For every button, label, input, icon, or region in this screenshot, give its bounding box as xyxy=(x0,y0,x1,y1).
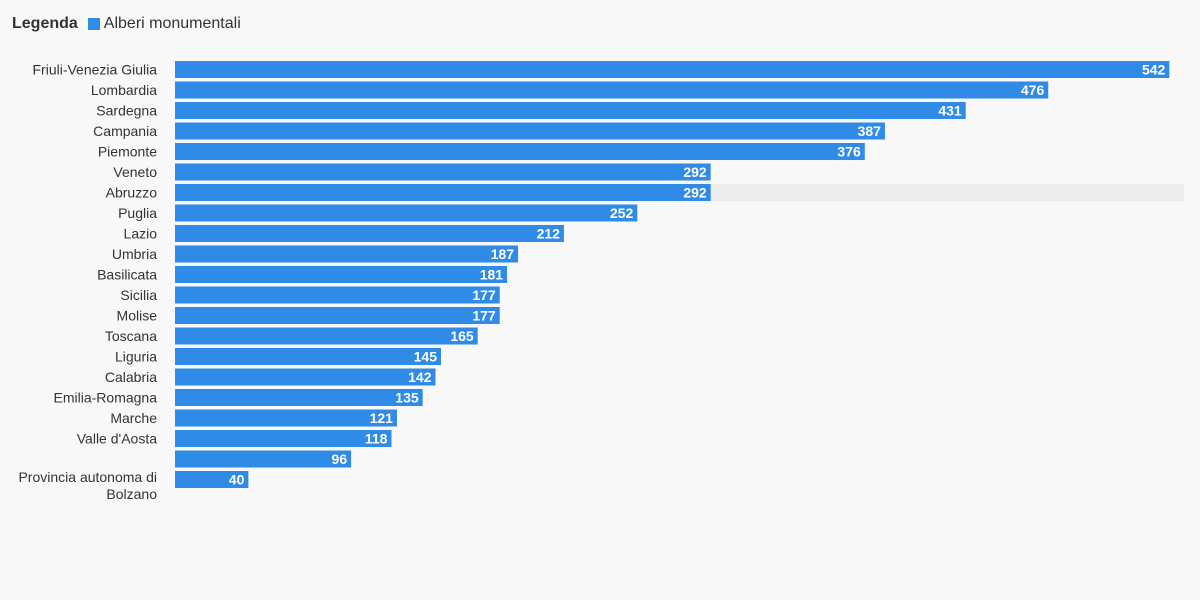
bar-value-label: 177 xyxy=(472,287,496,303)
legend-swatch xyxy=(87,18,100,30)
bar-value-label: 181 xyxy=(480,267,504,283)
bar[interactable] xyxy=(175,450,352,468)
bar[interactable] xyxy=(175,286,500,304)
bar-row[interactable]: 252 Puglia xyxy=(118,204,638,222)
bar-row[interactable]: 387 Campania xyxy=(93,122,885,140)
bar[interactable] xyxy=(175,266,508,283)
bar[interactable] xyxy=(175,389,423,406)
bar[interactable] xyxy=(175,327,478,345)
bar[interactable] xyxy=(175,81,1049,99)
bar[interactable] xyxy=(175,348,442,365)
category-label: Abruzzo xyxy=(106,185,158,201)
bar-value-label: 96 xyxy=(332,451,348,467)
bar[interactable] xyxy=(175,204,638,222)
bar[interactable] xyxy=(175,102,966,119)
bar-row[interactable]: 212 Lazio xyxy=(124,225,564,242)
category-label: Provincia autonoma di Bolzano xyxy=(18,469,157,502)
bar-row[interactable]: 121 Marche xyxy=(110,409,397,427)
category-label: Piemonte xyxy=(98,144,157,160)
bar-value-label: 376 xyxy=(837,144,861,160)
bar[interactable] xyxy=(175,307,500,324)
category-label: Toscana xyxy=(105,328,157,344)
category-label: Friuli-Venezia Giulia xyxy=(33,62,158,78)
bar-row[interactable]: 96 xyxy=(175,450,352,468)
bar-row[interactable]: 292 Veneto xyxy=(113,163,711,181)
bar[interactable] xyxy=(175,122,885,140)
bar[interactable] xyxy=(175,61,1170,78)
bar[interactable] xyxy=(175,471,249,488)
bar[interactable] xyxy=(175,245,519,263)
category-label: Basilicata xyxy=(97,267,157,283)
category-label: Umbria xyxy=(112,246,157,262)
bar[interactable] xyxy=(175,368,436,386)
bar[interactable] xyxy=(175,163,711,181)
bar-value-label: 145 xyxy=(414,349,438,365)
bar-value-label: 142 xyxy=(408,369,432,385)
bar-row[interactable]: 40 Provincia autonoma di Bolzano xyxy=(18,469,249,502)
bar-row[interactable]: 542 Friuli-Venezia Giulia xyxy=(33,61,1170,78)
bar-value-label: 40 xyxy=(229,472,245,488)
bar-row[interactable]: 142 Calabria xyxy=(105,368,436,386)
category-label: Marche xyxy=(110,410,157,426)
bar-value-label: 542 xyxy=(1142,62,1166,78)
bar-row[interactable]: 177 Sicilia xyxy=(120,286,500,304)
bar[interactable] xyxy=(175,409,397,427)
bar-value-label: 118 xyxy=(365,431,388,447)
bar[interactable] xyxy=(175,143,865,160)
bar-value-label: 476 xyxy=(1021,82,1045,98)
category-label: Molise xyxy=(117,308,158,324)
bar-row[interactable]: 376 Piemonte xyxy=(98,143,865,160)
bar-row[interactable]: 187 Umbria xyxy=(112,245,519,263)
bar-row[interactable]: 135 Emilia-Romagna xyxy=(54,389,423,406)
category-label: Valle d'Aosta xyxy=(77,431,157,447)
bar-value-label: 165 xyxy=(450,328,474,344)
legend-title: Legenda xyxy=(12,15,78,32)
bar-value-label: 387 xyxy=(858,123,882,139)
category-label: Lombardia xyxy=(91,82,157,98)
legend: Legenda Alberi monumentali xyxy=(12,14,241,34)
bar-value-label: 135 xyxy=(395,390,419,406)
bar-value-label: 187 xyxy=(491,246,515,262)
bar-value-label: 292 xyxy=(683,185,707,201)
category-label: Sardegna xyxy=(96,103,157,119)
bar[interactable] xyxy=(175,184,711,201)
legend-series-label[interactable]: Alberi monumentali xyxy=(103,15,241,32)
bar-row[interactable]: 145 Liguria xyxy=(115,348,442,365)
category-label: Puglia xyxy=(118,205,157,221)
bar-value-label: 292 xyxy=(683,164,707,180)
category-label: Lazio xyxy=(124,226,158,242)
bar[interactable] xyxy=(175,225,564,242)
category-label: Liguria xyxy=(115,349,157,365)
category-label: Sicilia xyxy=(120,287,157,303)
bar-value-label: 252 xyxy=(610,205,634,221)
category-label: Calabria xyxy=(105,369,157,385)
category-label: Emilia-Romagna xyxy=(54,390,158,406)
bar-row[interactable]: 292 Abruzzo xyxy=(106,184,711,201)
bar-row[interactable]: 476 Lombardia xyxy=(91,81,1049,99)
bar[interactable] xyxy=(175,430,392,447)
bar-row[interactable]: 181 Basilicata xyxy=(97,266,508,283)
bar-row[interactable]: 431 Sardegna xyxy=(96,102,966,119)
bar-row[interactable]: 118 Valle d'Aosta xyxy=(77,430,392,447)
category-label: Veneto xyxy=(113,164,157,180)
bar-value-label: 121 xyxy=(370,410,394,426)
category-label: Campania xyxy=(93,123,157,139)
bar-value-label: 212 xyxy=(537,226,561,242)
bar-row[interactable]: 165 Toscana xyxy=(105,327,478,345)
bar-row[interactable]: 177 Molise xyxy=(117,307,500,324)
bar-value-label: 177 xyxy=(472,308,496,324)
bar-value-label: 431 xyxy=(938,103,962,119)
